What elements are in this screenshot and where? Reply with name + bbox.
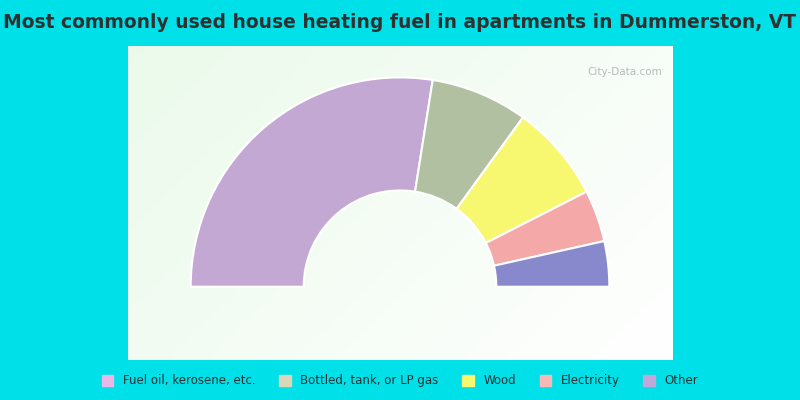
Wedge shape [494,241,610,287]
Wedge shape [190,78,433,287]
Text: City-Data.com: City-Data.com [587,67,662,77]
Legend: Fuel oil, kerosene, etc., Bottled, tank, or LP gas, Wood, Electricity, Other: Fuel oil, kerosene, etc., Bottled, tank,… [97,370,703,392]
Wedge shape [486,192,604,266]
Wedge shape [415,80,523,209]
Wedge shape [457,117,586,243]
Text: Most commonly used house heating fuel in apartments in Dummerston, VT: Most commonly used house heating fuel in… [3,14,797,32]
